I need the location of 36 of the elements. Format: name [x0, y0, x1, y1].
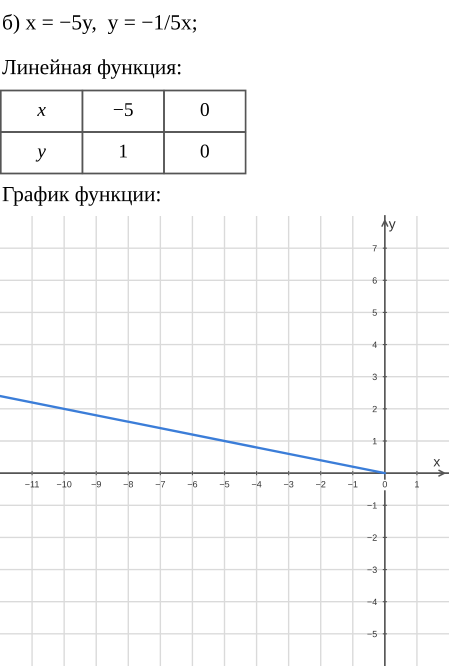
y-tick-label: 4: [372, 342, 377, 348]
x-tick-label: −11: [25, 481, 39, 488]
y-tick-label: −5: [367, 630, 377, 638]
y-tick-label: −3: [367, 566, 377, 573]
x-tick-label: 1: [415, 481, 419, 488]
x-tick-label: −1: [348, 481, 358, 488]
y-tick-label: −4: [367, 598, 377, 605]
x-tick-label: −9: [92, 481, 101, 488]
text: 0: [200, 102, 209, 116]
text: б) x = −5y, y = −1/5x;: [3, 14, 196, 34]
text: x: [37, 107, 46, 116]
x-tick-label: −8: [124, 481, 134, 488]
x-tick-label: −2: [316, 481, 326, 488]
y-tick-label: 3: [372, 374, 377, 380]
text: 0: [200, 144, 209, 158]
x-tick-label: −6: [188, 481, 198, 488]
text: Линейная функция:: [2, 59, 180, 79]
x-tick-label: −5: [220, 481, 230, 488]
x-tick-label: −10: [56, 481, 72, 488]
x-tick-label: −7: [156, 481, 166, 488]
y-axis-title: y: [388, 221, 396, 232]
y-tick-label: −1: [367, 502, 377, 509]
text: −5: [114, 103, 133, 116]
x-axis-title: x: [433, 459, 440, 466]
y-tick-label: 6: [372, 277, 377, 284]
x-tick-label: 0: [382, 481, 388, 488]
chart-title: График функции:: [2, 186, 160, 206]
y-tick-label: 2: [372, 406, 377, 412]
text: y: [36, 148, 46, 162]
text: 1: [120, 144, 127, 158]
y-tick-label: 1: [372, 438, 377, 444]
x-tick-label: −4: [252, 481, 262, 488]
y-tick-label: 5: [372, 309, 377, 316]
y-tick-label: 7: [372, 245, 377, 252]
x-tick-label: −3: [284, 481, 294, 488]
y-tick-label: −2: [367, 534, 377, 541]
